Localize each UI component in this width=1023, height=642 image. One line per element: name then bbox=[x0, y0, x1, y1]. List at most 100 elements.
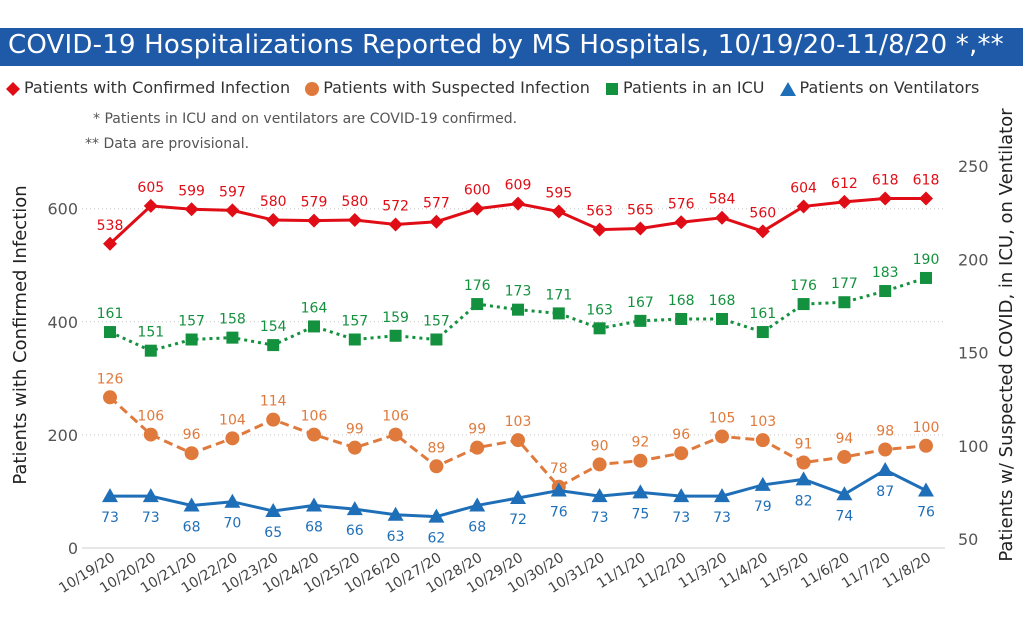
data-point bbox=[103, 236, 117, 251]
data-point bbox=[388, 427, 403, 442]
data-point bbox=[387, 506, 404, 521]
data-point bbox=[919, 191, 933, 206]
data-point bbox=[592, 457, 607, 472]
legend-item-ventilator: Patients on Ventilators bbox=[779, 78, 980, 97]
data-point bbox=[918, 482, 934, 497]
y-right-tick-label: 100 bbox=[958, 437, 989, 456]
data-point bbox=[755, 224, 770, 239]
data-point bbox=[796, 199, 811, 214]
data-label: 565 bbox=[627, 202, 654, 218]
data-label: 103 bbox=[505, 414, 532, 430]
data-label: 75 bbox=[631, 506, 649, 522]
data-point bbox=[511, 196, 525, 211]
data-point bbox=[183, 497, 200, 512]
data-point bbox=[673, 488, 690, 503]
data-point bbox=[143, 198, 158, 213]
data-point bbox=[755, 433, 770, 448]
data-label: 90 bbox=[591, 438, 609, 454]
data-label: 584 bbox=[709, 192, 736, 208]
legend-item-icu: Patients in an ICU bbox=[605, 78, 764, 97]
data-label: 618 bbox=[872, 173, 899, 189]
y-right-tick-label: 50 bbox=[958, 530, 978, 549]
data-label: 164 bbox=[301, 300, 328, 316]
data-point bbox=[265, 503, 282, 518]
data-label: 91 bbox=[795, 437, 813, 453]
data-label: 580 bbox=[260, 194, 287, 210]
data-label: 157 bbox=[341, 313, 368, 329]
data-point bbox=[388, 217, 403, 232]
data-point bbox=[551, 204, 566, 219]
y-right-tick-label: 200 bbox=[958, 250, 989, 269]
data-point bbox=[510, 489, 526, 504]
data-label: 70 bbox=[223, 516, 241, 532]
data-label: 599 bbox=[178, 183, 205, 199]
data-point bbox=[715, 210, 729, 225]
data-label: 114 bbox=[260, 394, 287, 410]
data-label: 65 bbox=[264, 525, 282, 541]
data-point bbox=[593, 322, 606, 335]
data-label: 167 bbox=[627, 295, 654, 311]
data-label: 104 bbox=[219, 412, 246, 428]
data-point bbox=[796, 455, 811, 470]
circle-icon bbox=[305, 81, 320, 96]
data-point bbox=[266, 213, 281, 228]
data-label: 161 bbox=[97, 306, 124, 322]
data-point bbox=[389, 329, 402, 342]
data-label: 72 bbox=[509, 512, 527, 528]
data-point bbox=[102, 488, 118, 503]
data-label: 604 bbox=[790, 180, 817, 196]
data-label: 176 bbox=[464, 278, 491, 294]
y-left-tick-label: 400 bbox=[47, 313, 78, 332]
y-left-axis-title: Patients with Confirmed Infection bbox=[10, 185, 31, 484]
data-point bbox=[429, 214, 444, 229]
note-provisional: ** Data are provisional. bbox=[85, 136, 250, 152]
data-label: 106 bbox=[301, 409, 328, 425]
data-label: 572 bbox=[382, 199, 409, 215]
data-point bbox=[795, 471, 812, 486]
data-label: 576 bbox=[668, 196, 695, 212]
data-label: 98 bbox=[876, 424, 894, 440]
data-point bbox=[920, 271, 932, 284]
data-label: 563 bbox=[586, 204, 613, 220]
data-point bbox=[470, 201, 485, 216]
data-label: 73 bbox=[713, 510, 731, 526]
data-point bbox=[715, 429, 729, 444]
data-label: 609 bbox=[505, 178, 532, 194]
data-label: 161 bbox=[749, 306, 776, 322]
y-right-axis-title: Patients w/ Suspected COVID, in ICU, on … bbox=[996, 108, 1017, 562]
data-point bbox=[104, 326, 116, 339]
data-label: 158 bbox=[219, 312, 246, 328]
title-bar: COVID-19 Hospitalizations Reported by MS… bbox=[0, 28, 1023, 66]
data-label: 100 bbox=[913, 420, 940, 436]
data-label: 126 bbox=[97, 371, 124, 387]
data-point bbox=[714, 488, 730, 503]
data-label: 190 bbox=[913, 252, 940, 268]
data-point bbox=[674, 446, 689, 461]
data-label: 176 bbox=[790, 278, 817, 294]
data-label: 99 bbox=[346, 422, 364, 438]
data-label: 577 bbox=[423, 196, 450, 212]
data-label: 89 bbox=[427, 440, 445, 456]
data-label: 605 bbox=[137, 180, 164, 196]
data-label: 168 bbox=[668, 293, 695, 309]
data-point bbox=[184, 202, 199, 217]
data-label: 579 bbox=[301, 195, 328, 211]
data-point bbox=[878, 442, 893, 457]
data-point bbox=[756, 326, 769, 339]
data-point bbox=[634, 314, 647, 327]
data-label: 68 bbox=[468, 519, 486, 535]
data-point bbox=[224, 493, 241, 508]
data-label: 99 bbox=[468, 422, 486, 438]
data-label: 168 bbox=[709, 293, 736, 309]
data-label: 78 bbox=[550, 461, 568, 477]
data-label: 68 bbox=[305, 519, 323, 535]
data-point bbox=[675, 312, 688, 325]
note-icu-ventilator: * Patients in ICU and on ventilators are… bbox=[93, 111, 518, 127]
data-label: 76 bbox=[917, 505, 935, 521]
data-point bbox=[306, 497, 322, 512]
data-point bbox=[797, 298, 810, 311]
data-point bbox=[143, 427, 158, 442]
data-label: 560 bbox=[749, 205, 776, 221]
data-point bbox=[225, 203, 240, 218]
legend-label-ventilator: Patients on Ventilators bbox=[799, 78, 980, 97]
